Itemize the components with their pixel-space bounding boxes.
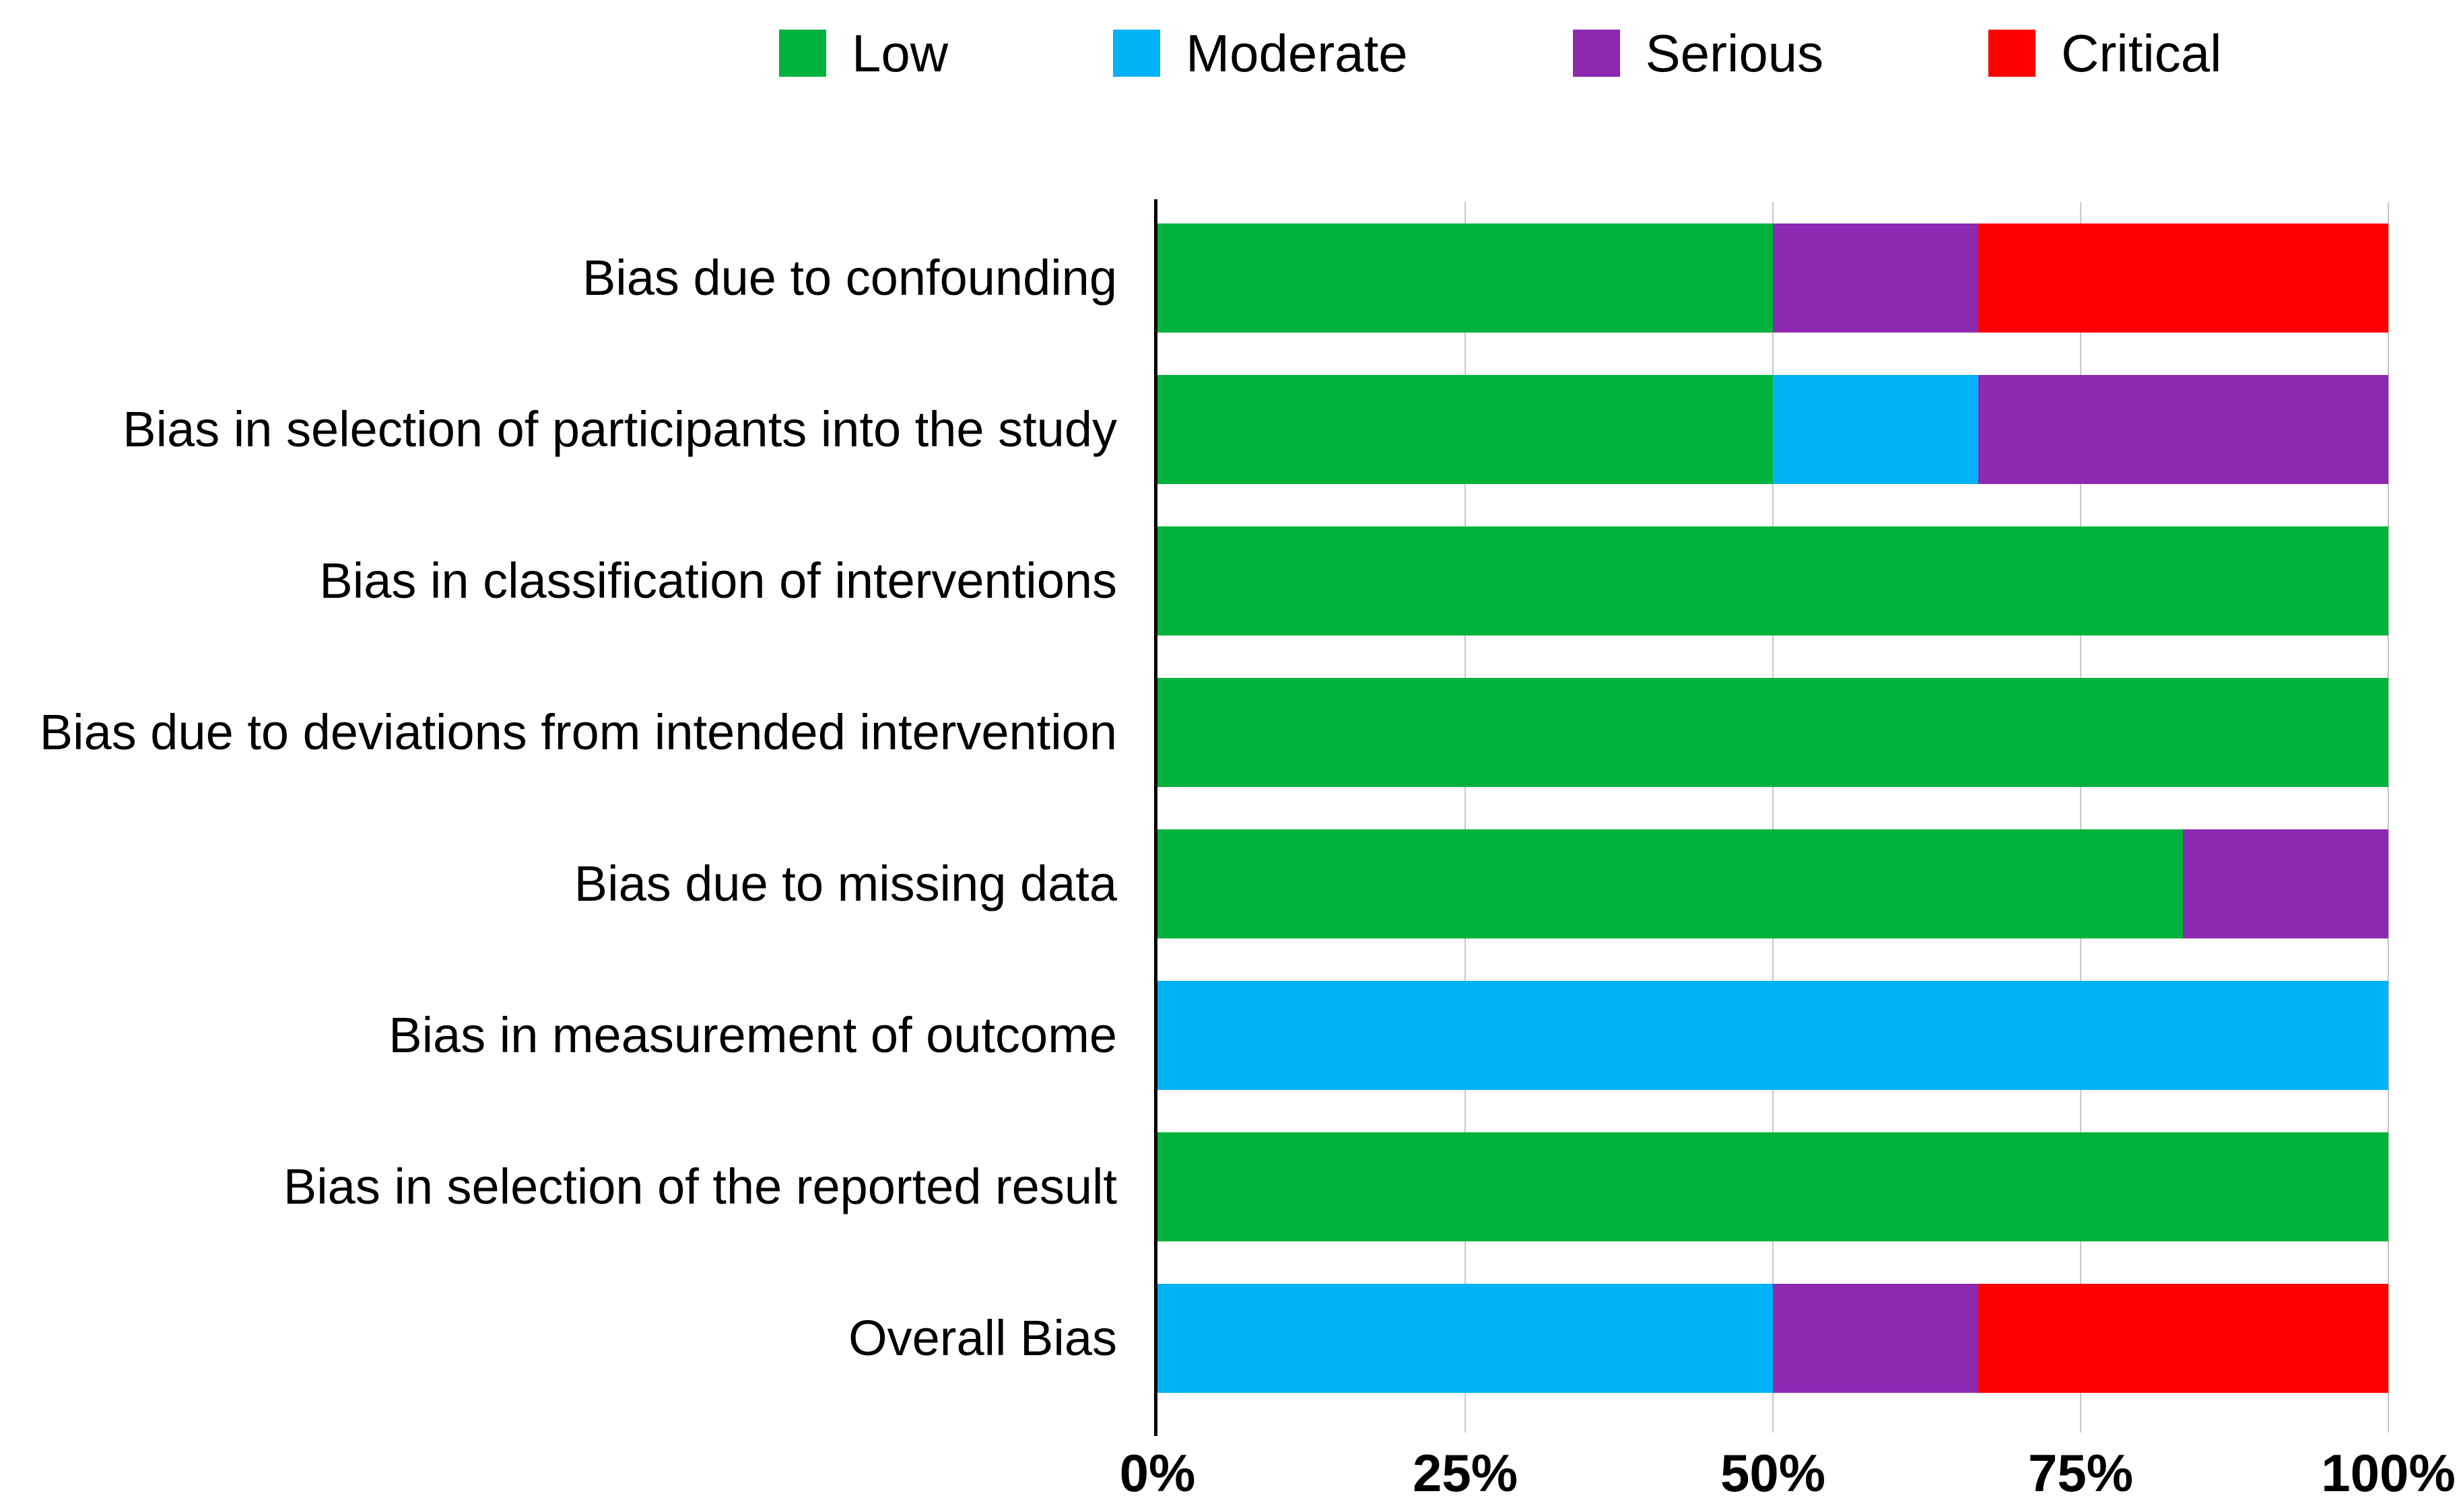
x-axis-tick-label: 75% (2027, 1443, 2134, 1503)
chart-legend: Low Moderate Serious Critical (779, 27, 2221, 79)
bar-segment-critical (1978, 223, 2388, 333)
category-label: Bias in selection of the reported result (283, 1158, 1117, 1214)
legend-swatch-critical-icon (1988, 30, 2036, 77)
bar-segment-moderate (1157, 980, 2388, 1090)
bar-rows (1157, 202, 2388, 1414)
bar-segment-low (1157, 829, 2183, 938)
legend-label: Critical (2061, 24, 2222, 83)
legend-label: Low (852, 24, 949, 83)
bar-row (1157, 959, 2388, 1111)
bar-segment-serious (1978, 374, 2388, 484)
stacked-bar (1157, 829, 2388, 938)
stacked-bar (1157, 374, 2388, 484)
bar-row (1157, 656, 2388, 808)
category-label: Overall Bias (848, 1309, 1117, 1366)
x-axis-tick-label: 0% (1119, 1443, 1196, 1503)
gridline-100 (2388, 202, 2389, 1433)
bar-segment-low (1157, 1132, 2388, 1241)
legend-swatch-serious-icon (1572, 30, 1620, 77)
legend-swatch-moderate-icon (1113, 30, 1161, 77)
x-axis-tick-label: 25% (1412, 1443, 1518, 1503)
bar-segment-serious (1773, 1283, 1979, 1393)
bar-row (1157, 808, 2388, 959)
bar-segment-serious (2182, 829, 2388, 938)
stacked-bar (1157, 1132, 2388, 1241)
bar-segment-moderate (1773, 374, 1979, 484)
category-label: Bias due to missing data (574, 855, 1117, 912)
legend-item: Low (779, 27, 948, 79)
legend-swatch-low-icon (779, 30, 826, 77)
legend-item: Moderate (1113, 27, 1408, 79)
category-label: Bias due to deviations from intended int… (39, 703, 1117, 760)
legend-label: Serious (1645, 24, 1824, 83)
category-label: Bias due to confounding (582, 249, 1117, 306)
gridline-25 (1465, 202, 1466, 1433)
category-label: Bias in classification of interventions (319, 552, 1117, 609)
category-label-column: Bias due to confounding Bias in selection… (0, 202, 1157, 1414)
legend-label: Moderate (1186, 24, 1408, 83)
stacked-bar (1157, 980, 2388, 1090)
bar-segment-serious (1773, 223, 1979, 333)
category-label: Bias in measurement of outcome (389, 1006, 1117, 1063)
stacked-bar (1157, 526, 2388, 635)
bar-segment-critical (1978, 1283, 2388, 1393)
bar-row (1157, 1262, 2388, 1414)
legend-item: Critical (1988, 27, 2221, 79)
bar-row (1157, 202, 2388, 353)
gridline-75 (2080, 202, 2081, 1433)
stacked-bar (1157, 223, 2388, 333)
bar-segment-low (1157, 223, 1773, 333)
category-label: Bias in selection of participants into t… (123, 401, 1117, 457)
y-axis-line (1154, 199, 1157, 1436)
bar-segment-moderate (1157, 1283, 1773, 1393)
stacked-bar (1157, 1283, 2388, 1393)
bar-row (1157, 1111, 2388, 1262)
bar-row (1157, 505, 2388, 656)
legend-item: Serious (1572, 24, 1824, 83)
gridline-50 (1772, 202, 1774, 1433)
bar-row (1157, 353, 2388, 505)
x-axis-tick-label: 100% (2321, 1443, 2456, 1503)
x-axis-tick-label: 50% (1720, 1443, 1826, 1503)
bar-segment-low (1157, 374, 1773, 484)
stacked-bar (1157, 677, 2388, 787)
bar-segment-low (1157, 677, 2388, 787)
plot-area: 0% 25% 50% 75% 100% (1120, 199, 2456, 1503)
bar-segment-low (1157, 526, 2388, 635)
